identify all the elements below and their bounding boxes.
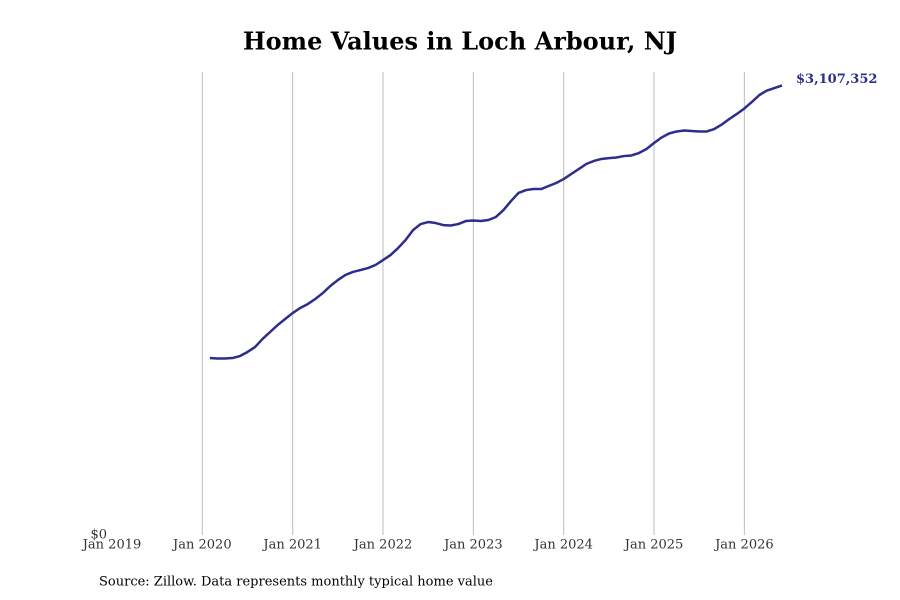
x-tick-label: Jan 2024 <box>532 538 593 553</box>
x-tick-label: Jan 2022 <box>352 538 413 553</box>
x-tick-label: Jan 2025 <box>623 538 684 553</box>
x-tick-label: Jan 2026 <box>713 538 774 553</box>
x-tick-label: Jan 2020 <box>171 538 232 553</box>
chart-title: Home Values in Loch Arbour, NJ <box>243 27 677 56</box>
series-line <box>209 84 783 360</box>
source-note: Source: Zillow. Data represents monthly … <box>99 575 493 590</box>
x-tick-label: Jan 2019 <box>81 538 142 553</box>
y-tick-label: $0 <box>90 528 107 543</box>
x-tick-label: Jan 2021 <box>261 538 322 553</box>
x-tick-label: Jan 2023 <box>442 538 503 553</box>
value-label: $3,107,352 <box>796 72 877 87</box>
